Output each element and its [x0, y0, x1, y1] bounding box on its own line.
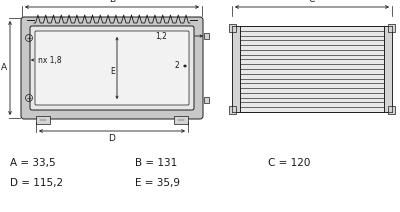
Text: 1,2: 1,2: [155, 32, 167, 40]
FancyBboxPatch shape: [30, 26, 194, 110]
Text: D = 115,2: D = 115,2: [10, 178, 63, 188]
Text: A = 33,5: A = 33,5: [10, 158, 56, 168]
Bar: [174, 116, 188, 124]
FancyBboxPatch shape: [21, 17, 203, 119]
Text: 2: 2: [174, 61, 179, 71]
Text: B = 131: B = 131: [135, 158, 177, 168]
Bar: [204, 97, 209, 103]
Bar: [204, 33, 209, 39]
Text: E = 35,9: E = 35,9: [135, 178, 180, 188]
Text: C = 120: C = 120: [268, 158, 310, 168]
Bar: [388, 106, 395, 114]
Text: E: E: [110, 67, 115, 75]
Bar: [229, 24, 236, 32]
Text: A: A: [1, 64, 7, 73]
Text: B: B: [109, 0, 115, 4]
Bar: [240, 26, 384, 112]
FancyBboxPatch shape: [35, 31, 189, 105]
Bar: [229, 106, 236, 114]
Text: nx 1,8: nx 1,8: [38, 56, 62, 64]
Text: C: C: [309, 0, 315, 4]
Bar: [36, 116, 50, 124]
Text: D: D: [108, 134, 116, 143]
Bar: [388, 24, 395, 32]
Bar: [384, 26, 392, 112]
Bar: [232, 26, 240, 112]
